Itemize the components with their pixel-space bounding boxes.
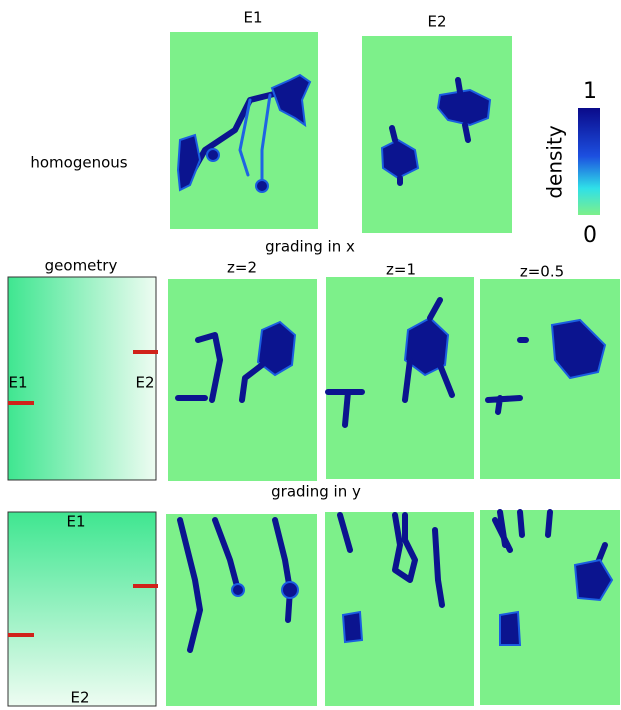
panel-label: E2 [427, 13, 446, 31]
geometry-label: E1 [8, 374, 27, 392]
geometry: E1 E2 [7, 511, 158, 707]
geometry: E1 E2 [7, 276, 158, 481]
row-label: homogenous [30, 154, 127, 172]
colorbar-min: 0 [583, 223, 597, 248]
section-title: grading in y [271, 483, 361, 501]
colorbar-max: 1 [583, 79, 597, 104]
panel [362, 36, 512, 233]
panel [325, 512, 474, 706]
geometry-title: geometry [45, 257, 118, 275]
colorbar-label: density [543, 125, 567, 198]
geometry-label: E2 [70, 689, 89, 707]
panel [325, 277, 474, 479]
panel [168, 279, 317, 481]
panel [166, 514, 317, 706]
panel-label: z=0.5 [520, 263, 564, 281]
panel [170, 32, 318, 229]
colorbar: 1 0 density [543, 79, 600, 248]
geometry-label: E1 [66, 513, 85, 531]
panel-label: E1 [243, 9, 262, 27]
section-title: grading in x [265, 238, 355, 256]
panel [480, 279, 620, 479]
panel [480, 509, 620, 705]
panel-label: z=2 [227, 259, 257, 277]
geometry-label: E2 [135, 374, 154, 392]
panel-label: z=1 [386, 261, 416, 279]
